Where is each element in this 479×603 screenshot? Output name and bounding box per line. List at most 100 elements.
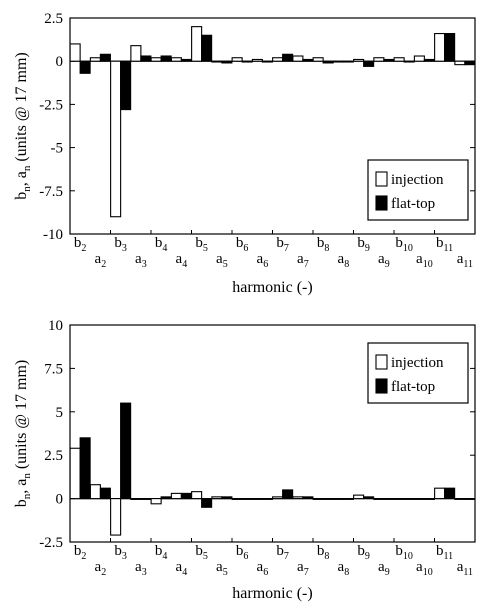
bar-injection-b4 <box>150 57 162 62</box>
x-tick-label-a11: a11 <box>457 559 473 578</box>
y-label-b: b <box>13 499 30 507</box>
x-tick-label-a8: a8 <box>338 251 350 270</box>
y-tick-label: 7.5 <box>44 361 63 377</box>
x-tick-label-b10: b10 <box>395 235 413 254</box>
x-tick-index: 7 <box>304 567 309 578</box>
bar-injection-b7 <box>272 496 284 500</box>
bar-injection-b10 <box>393 57 405 62</box>
legend-label-flat-top: flat-top <box>391 196 435 212</box>
legend-label-flat-top: flat-top <box>391 379 435 395</box>
x-tick-letter: b <box>317 543 325 559</box>
x-tick-index: 7 <box>284 243 289 254</box>
x-tick-label-b3: b3 <box>114 543 127 562</box>
x-tick-label-a7: a7 <box>297 251 309 270</box>
bar-injection-a5 <box>211 60 223 63</box>
bar-flat-top-b3 <box>120 402 132 500</box>
x-tick-letter: b <box>195 543 203 559</box>
x-tick-index: 3 <box>122 243 127 254</box>
bar-flat-top-a4 <box>180 58 192 62</box>
bar-flat-top-b11 <box>444 487 456 500</box>
x-tick-index: 10 <box>403 243 413 254</box>
bar-injection-a10 <box>413 55 425 62</box>
legend-swatch-flat-top <box>375 195 388 211</box>
x-tick-index: 11 <box>444 243 454 254</box>
x-tick-label-a9: a9 <box>378 251 390 270</box>
bar-flat-top-a7 <box>302 496 314 500</box>
x-tick-label-a11: a11 <box>457 251 473 270</box>
bar-flat-top-b2 <box>79 60 91 74</box>
x-tick-index: 5 <box>203 243 208 254</box>
bar-injection-a2 <box>89 57 101 62</box>
bar-injection-a9 <box>373 498 385 500</box>
x-tick-letter: b <box>395 543 403 559</box>
x-tick-letter: b <box>236 543 244 559</box>
y-tick-label: -2.5 <box>39 97 63 113</box>
y-label-a: , a <box>13 171 30 186</box>
x-tick-index: 9 <box>365 551 370 562</box>
x-tick-letter: a <box>297 251 304 267</box>
bar-flat-top-b4 <box>160 55 172 62</box>
x-tick-letter: a <box>95 559 102 575</box>
bar-flat-top-a10 <box>423 58 435 62</box>
x-tick-index: 4 <box>182 259 187 270</box>
legend-swatch-flat-top <box>375 378 388 394</box>
bar-injection-a11 <box>454 60 466 66</box>
x-tick-letter: a <box>416 559 423 575</box>
x-tick-letter: b <box>114 235 122 251</box>
bar-injection-b8 <box>312 498 324 500</box>
bar-flat-top-a9 <box>383 58 395 62</box>
bar-injection-a8 <box>332 60 344 63</box>
x-tick-label-b11: b11 <box>436 235 453 254</box>
x-tick-label-a5: a5 <box>216 251 228 270</box>
x-tick-index: 6 <box>263 259 268 270</box>
x-tick-index: 3 <box>122 551 127 562</box>
bar-injection-a4 <box>170 57 182 62</box>
bar-flat-top-b5 <box>201 34 213 62</box>
x-tick-index: 6 <box>243 243 248 254</box>
x-tick-letter: a <box>135 251 142 267</box>
bar-flat-top-b7 <box>282 53 294 62</box>
y-label-sub-n: n <box>21 186 33 192</box>
x-tick-letter: b <box>436 235 444 251</box>
x-tick-letter: b <box>436 543 444 559</box>
x-tick-label-a6: a6 <box>257 251 269 270</box>
bar-flat-top-b6 <box>241 60 253 63</box>
x-tick-index: 9 <box>365 243 370 254</box>
x-tick-index: 8 <box>344 259 349 270</box>
x-tick-index: 11 <box>463 259 473 270</box>
x-tick-label-b7: b7 <box>276 235 289 254</box>
bar-flat-top-a5 <box>221 496 233 500</box>
x-tick-letter: a <box>176 559 183 575</box>
bar-flat-top-a9 <box>383 498 395 500</box>
x-tick-index: 10 <box>423 259 433 270</box>
bar-flat-top-a3 <box>140 55 152 62</box>
y-label-sub-n: n <box>21 493 33 499</box>
bar-flat-top-a4 <box>180 492 192 500</box>
bar-flat-top-b8 <box>322 60 334 64</box>
bar-injection-a8 <box>332 498 344 500</box>
bar-injection-b6 <box>231 498 243 500</box>
legend-label-injection: injection <box>391 355 444 371</box>
x-tick-index: 2 <box>101 259 106 270</box>
x-tick-letter: b <box>236 235 244 251</box>
x-tick-letter: a <box>135 559 142 575</box>
x-tick-index: 9 <box>385 567 390 578</box>
x-tick-letter: a <box>457 559 464 575</box>
x-tick-label-b10: b10 <box>395 543 413 562</box>
bar-injection-b8 <box>312 57 324 62</box>
bar-flat-top-a2 <box>99 487 111 500</box>
y-tick-label: -7.5 <box>39 184 63 200</box>
bar-injection-b6 <box>231 57 243 62</box>
x-tick-index: 2 <box>81 243 86 254</box>
bar-injection-a7 <box>292 55 304 62</box>
bar-injection-a6 <box>251 58 263 62</box>
x-tick-index: 2 <box>81 551 86 562</box>
x-tick-label-b2: b2 <box>74 235 87 254</box>
y-label-a: , a <box>13 479 30 494</box>
x-tick-letter: a <box>338 251 345 267</box>
bar-injection-b9 <box>353 494 365 500</box>
x-tick-letter: a <box>338 559 345 575</box>
x-tick-letter: a <box>257 251 264 267</box>
bar-injection-b3 <box>110 498 122 536</box>
